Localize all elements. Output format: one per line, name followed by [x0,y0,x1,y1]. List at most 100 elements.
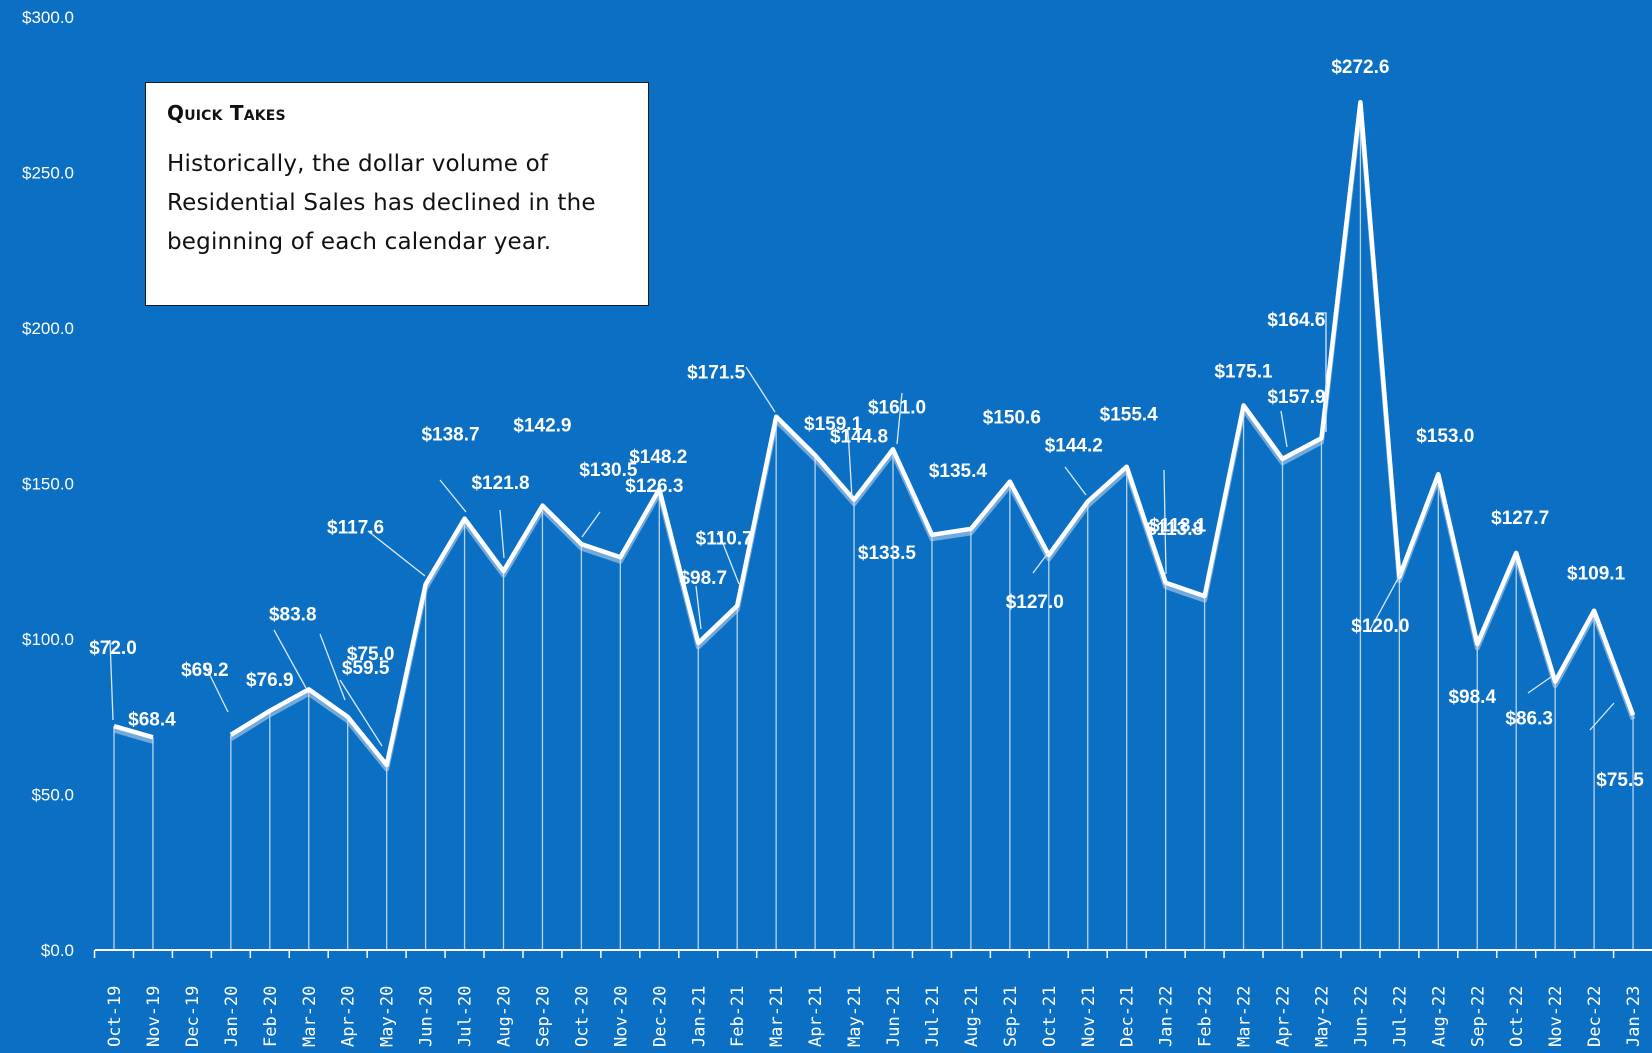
label-leader-line [1032,552,1049,574]
data-label: $121.8 [471,473,529,494]
data-label: $83.8 [269,604,317,625]
data-label: $69.2 [181,660,229,681]
data-label: $135.4 [929,461,988,482]
x-tick-label: Mar-21 [767,986,787,1047]
label-leader-line [581,511,601,538]
x-tick-label: Feb-20 [261,986,281,1047]
drop-lines [113,102,1634,950]
label-leader-line [439,479,467,513]
data-label: $130.5 [579,460,638,481]
y-tick-label: $300.0 [22,8,74,27]
data-label: $155.4 [1100,405,1159,426]
x-tick-label: Aug-20 [495,986,515,1047]
data-label: $126.3 [625,476,683,497]
data-label: $150.6 [983,408,1041,429]
data-label: $72.0 [89,638,137,659]
label-leader-line [1589,702,1615,731]
label-leader-line [1369,572,1402,631]
x-tick-label: Apr-22 [1274,986,1294,1047]
x-tick-label: Apr-21 [806,986,826,1047]
label-leader-line [203,662,229,713]
label-leader-line [717,530,740,585]
data-label: $153.0 [1416,426,1474,447]
label-leader-line [695,585,702,630]
y-tick-label: $200.0 [22,319,74,338]
label-leader-line [367,530,426,577]
label-leader-lines [109,312,1615,747]
data-label: $86.3 [1505,709,1553,730]
x-tick-label: Apr-20 [339,986,359,1047]
x-tick-label: Mar-20 [300,986,320,1047]
data-label: $75.0 [347,644,395,665]
y-tick-label: $250.0 [22,164,74,183]
x-tick-label: Jan-22 [1157,986,1177,1047]
x-tick-label: Jan-21 [689,986,709,1047]
x-tick-label: Oct-21 [1040,986,1060,1047]
data-label: $76.9 [246,670,294,691]
x-tick-label: Nov-19 [144,986,164,1047]
label-leader-line [1315,312,1327,432]
data-label: $161.0 [868,397,926,418]
x-tick-label: May-20 [378,986,398,1047]
data-label: $175.1 [1214,361,1273,382]
data-label: $120.0 [1351,616,1409,637]
data-label: $59.5 [342,658,390,679]
x-tick-label: Sep-21 [1001,986,1021,1047]
x-tick-label: Jul-21 [923,986,943,1047]
data-label: $118.1 [1149,516,1206,537]
x-tick-label: Jan-23 [1624,986,1644,1047]
label-leader-line [896,392,903,445]
y-tick-label: $0.0 [41,941,74,960]
data-label: $142.9 [513,416,571,437]
y-tick-label: $50.0 [31,786,74,805]
data-label: $157.9 [1267,387,1325,408]
data-label: $117.6 [327,517,384,538]
data-label: $98.7 [679,568,727,589]
label-leader-line [339,679,383,747]
x-tick-label: Dec-20 [650,986,670,1047]
data-label: $98.4 [1448,687,1496,708]
x-tick-label: Mar-22 [1235,986,1255,1047]
x-tick-label: May-22 [1312,986,1332,1047]
label-leader-line [1064,466,1087,496]
x-tick-label: Nov-20 [611,986,631,1047]
x-tick-label: Aug-22 [1429,986,1449,1047]
x-tick-label: Jun-20 [417,986,437,1047]
y-tick-label: $100.0 [22,630,74,649]
quick-takes-title: Quick Takes [167,101,286,125]
x-tick-label: Jun-21 [884,986,904,1047]
quick-takes-box: Quick Takes Historically, the dollar vol… [145,82,649,306]
label-leader-line [1163,469,1167,575]
x-tick-label: May-21 [845,986,865,1047]
data-label: $109.1 [1567,564,1626,585]
data-label: $127.0 [1006,592,1064,613]
x-tick-label: Oct-19 [105,986,125,1047]
data-label: $171.5 [687,363,746,384]
label-leader-line [847,429,853,499]
x-tick-label: Jun-22 [1351,986,1371,1047]
data-label: $272.6 [1331,57,1389,78]
label-leader-line [499,509,505,559]
data-label: $133.5 [858,543,917,564]
x-tick-label: Dec-19 [183,986,203,1047]
x-tick-label: Jul-20 [456,986,476,1047]
x-tick-label: Oct-22 [1507,986,1527,1047]
x-tick-label: Nov-21 [1079,986,1099,1047]
label-leader-line [319,633,346,701]
data-label: $144.8 [830,427,888,448]
data-label: $148.2 [629,447,687,468]
y-tick-label: $150.0 [22,475,74,494]
x-tick-label: Oct-20 [572,986,592,1047]
x-tick-label: Jan-20 [222,986,242,1047]
axes: $0.0 $50.0 $100.0 $150.0 $200.0 $250.0 $300.0 O… [22,8,1652,1047]
quick-takes-text: Historically, the dollar volume of Resid… [167,151,596,255]
label-leader-line [1527,676,1552,694]
label-leader-line [273,629,307,689]
data-label: $113.8 [1146,519,1203,540]
label-leader-line [109,639,114,721]
x-tick-label: Nov-22 [1546,986,1566,1047]
data-label: $138.7 [421,425,479,446]
data-label: $68.4 [128,709,176,730]
series-line [113,723,154,740]
